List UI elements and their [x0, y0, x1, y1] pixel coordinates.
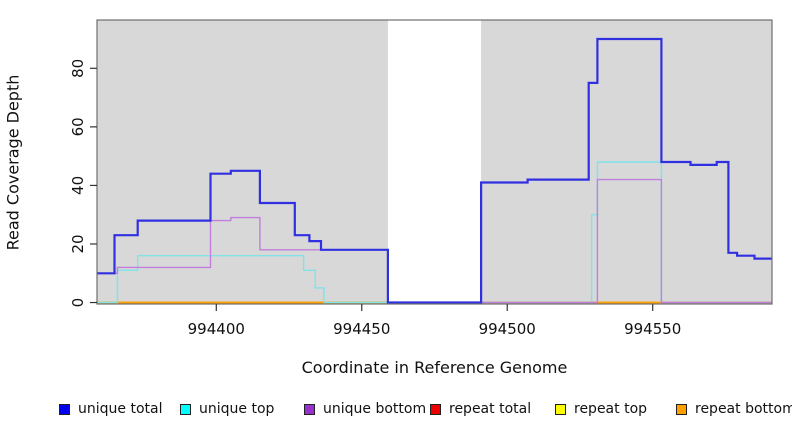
- legend-label: repeat total: [449, 401, 532, 417]
- legend-item-unique-total: unique total: [59, 401, 162, 417]
- x-tick-label: 994450: [333, 320, 390, 338]
- legend-item-unique-top: unique top: [180, 401, 274, 417]
- legend-item-repeat-top: repeat top: [555, 401, 647, 417]
- legend-swatch-icon: [180, 403, 191, 415]
- y-axis-title: Read Coverage Depth: [3, 74, 23, 251]
- y-tick-label: 0: [69, 298, 87, 308]
- legend-label: repeat bottom: [695, 401, 792, 417]
- legend-item-repeat-bottom: repeat bottom: [676, 401, 792, 417]
- x-axis-title: Coordinate in Reference Genome: [301, 358, 568, 377]
- legend-label: unique top: [199, 401, 275, 417]
- x-tick-label: 994400: [188, 320, 245, 338]
- legend-item-unique-bottom: unique bottom: [304, 401, 426, 417]
- series-line-unique-top: [97, 161, 772, 304]
- masked-region: [387, 20, 482, 304]
- legend-label: unique total: [78, 401, 163, 417]
- series-line-unique-bottom: [97, 178, 772, 304]
- legend-label: unique bottom: [323, 401, 427, 417]
- y-tick-label: 20: [69, 234, 87, 253]
- legend-item-repeat-total: repeat total: [430, 401, 531, 417]
- legend-swatch-icon: [430, 403, 441, 415]
- x-tick-label: 994550: [624, 320, 681, 338]
- series-line-unique-total: [97, 37, 772, 304]
- y-tick-label: 80: [69, 59, 87, 78]
- legend-swatch-icon: [555, 403, 566, 415]
- legend-swatch-icon: [676, 403, 687, 415]
- x-tick-label: 994500: [479, 320, 536, 338]
- plot-border: [96, 19, 773, 305]
- legend-swatch-icon: [59, 403, 70, 415]
- legend-label: repeat top: [574, 401, 648, 417]
- y-tick-label: 60: [69, 117, 87, 136]
- y-tick-label: 40: [69, 176, 87, 195]
- legend-swatch-icon: [304, 403, 315, 415]
